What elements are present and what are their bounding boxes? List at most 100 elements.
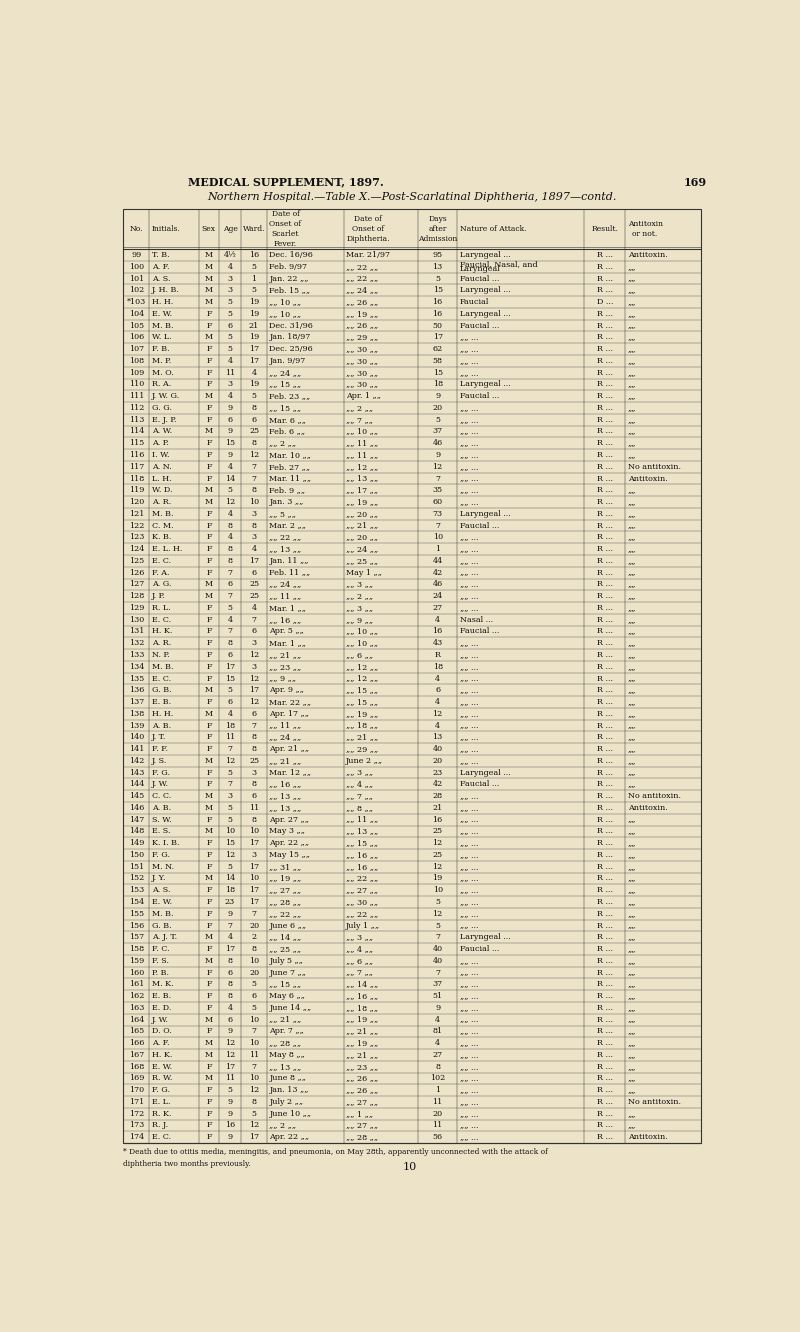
Text: Nasal ...: Nasal ...	[460, 615, 493, 623]
Text: C. M.: C. M.	[152, 522, 173, 530]
Text: 6: 6	[251, 416, 257, 424]
Text: 7: 7	[251, 474, 257, 482]
Text: Faucial ...: Faucial ...	[460, 321, 499, 329]
Text: Result.: Result.	[591, 225, 618, 233]
Text: No antitoxin.: No antitoxin.	[628, 793, 681, 801]
Text: R ...: R ...	[597, 440, 613, 448]
Text: 11: 11	[225, 1075, 235, 1083]
Text: J. P.: J. P.	[152, 593, 166, 601]
Text: Dec. 25/96: Dec. 25/96	[270, 345, 313, 353]
Text: „„ 28 „„: „„ 28 „„	[270, 898, 302, 906]
Text: „„ 13 „„: „„ 13 „„	[270, 793, 302, 801]
Text: G. B.: G. B.	[152, 686, 171, 694]
Text: E. W.: E. W.	[152, 898, 172, 906]
Text: 12: 12	[433, 910, 442, 918]
Text: 8: 8	[227, 956, 233, 964]
Text: 6: 6	[227, 1015, 233, 1023]
Text: A. B.: A. B.	[152, 722, 170, 730]
Text: F. A.: F. A.	[152, 569, 169, 577]
Text: „„ 16 „„: „„ 16 „„	[346, 863, 378, 871]
Text: M: M	[205, 392, 213, 400]
Text: 127: 127	[129, 581, 144, 589]
Text: 8: 8	[251, 440, 257, 448]
Text: *103: *103	[126, 298, 146, 306]
Text: M: M	[205, 581, 213, 589]
Text: „„ 21 „„: „„ 21 „„	[270, 757, 302, 765]
Text: 5: 5	[227, 486, 233, 494]
Text: Jan. 9/97: Jan. 9/97	[270, 357, 306, 365]
Text: „„ 15 „„: „„ 15 „„	[270, 404, 302, 412]
Text: 132: 132	[129, 639, 144, 647]
Text: 11: 11	[225, 734, 235, 742]
Text: „„: „„	[628, 452, 636, 460]
Text: „„ 19 „„: „„ 19 „„	[346, 1039, 378, 1047]
Text: 21: 21	[433, 805, 442, 813]
Text: 16: 16	[225, 1122, 235, 1130]
Text: „„: „„	[628, 333, 636, 341]
Text: „„ 14 „„: „„ 14 „„	[346, 980, 378, 988]
Text: E. L.: E. L.	[152, 1098, 170, 1106]
Text: 164: 164	[129, 1015, 144, 1023]
Text: „„ ...: „„ ...	[460, 956, 478, 964]
Text: F: F	[206, 734, 212, 742]
Text: 7: 7	[251, 1063, 257, 1071]
Text: „„: „„	[628, 827, 636, 835]
Text: 18: 18	[225, 886, 235, 894]
Text: 4: 4	[227, 262, 233, 270]
Text: M: M	[205, 805, 213, 813]
Text: L. H.: L. H.	[152, 474, 171, 482]
Text: 16: 16	[433, 815, 442, 823]
Text: No antitoxin.: No antitoxin.	[628, 1098, 681, 1106]
Text: 25: 25	[249, 593, 259, 601]
Text: F: F	[206, 627, 212, 635]
Text: 11: 11	[249, 805, 259, 813]
Text: 20: 20	[433, 404, 442, 412]
Text: „„ ...: „„ ...	[460, 875, 478, 883]
Text: F: F	[206, 639, 212, 647]
Text: 10: 10	[433, 886, 442, 894]
Text: 8: 8	[435, 1063, 440, 1071]
Text: J. W.: J. W.	[152, 781, 169, 789]
Text: 3: 3	[227, 793, 233, 801]
Text: R ...: R ...	[597, 686, 613, 694]
Text: June 2 „„: June 2 „„	[346, 757, 383, 765]
Text: M. K.: M. K.	[152, 980, 174, 988]
Text: 136: 136	[129, 686, 144, 694]
Text: „„ ...: „„ ...	[460, 639, 478, 647]
Text: 11: 11	[225, 369, 235, 377]
Text: R. L.: R. L.	[152, 603, 170, 611]
Text: „„ 20 „„: „„ 20 „„	[346, 533, 378, 541]
Text: Laryngeal ...: Laryngeal ...	[460, 286, 510, 294]
Text: „„: „„	[628, 345, 636, 353]
Text: F: F	[206, 569, 212, 577]
Text: R ...: R ...	[597, 757, 613, 765]
Text: 8: 8	[227, 557, 233, 565]
Text: 100: 100	[129, 262, 144, 270]
Text: July 2 „„: July 2 „„	[270, 1098, 303, 1106]
Text: E. L. H.: E. L. H.	[152, 545, 182, 553]
Text: Apr. 22 „„: Apr. 22 „„	[270, 1134, 310, 1142]
Text: „„ 7 „„: „„ 7 „„	[346, 416, 373, 424]
Text: G. G.: G. G.	[152, 404, 172, 412]
Text: „„ 15 „„: „„ 15 „„	[346, 698, 378, 706]
Text: 20: 20	[249, 968, 259, 976]
Text: 27: 27	[433, 1051, 442, 1059]
Text: 12: 12	[225, 1039, 235, 1047]
Text: 5: 5	[251, 392, 257, 400]
Text: 108: 108	[129, 357, 144, 365]
Text: 3: 3	[227, 286, 233, 294]
Text: 18: 18	[433, 663, 442, 671]
Text: 25: 25	[433, 851, 442, 859]
Text: E. W.: E. W.	[152, 1063, 172, 1071]
Text: „„: „„	[628, 956, 636, 964]
Text: 12: 12	[249, 1122, 259, 1130]
Text: „„ ...: „„ ...	[460, 839, 478, 847]
Text: 12: 12	[433, 839, 442, 847]
Text: A. G.: A. G.	[152, 581, 171, 589]
Text: R ...: R ...	[597, 710, 613, 718]
Text: F: F	[206, 980, 212, 988]
Text: „„ 7 „„: „„ 7 „„	[346, 968, 373, 976]
Text: „„ 25 „„: „„ 25 „„	[346, 557, 378, 565]
Text: 166: 166	[129, 1039, 144, 1047]
Text: M: M	[205, 686, 213, 694]
